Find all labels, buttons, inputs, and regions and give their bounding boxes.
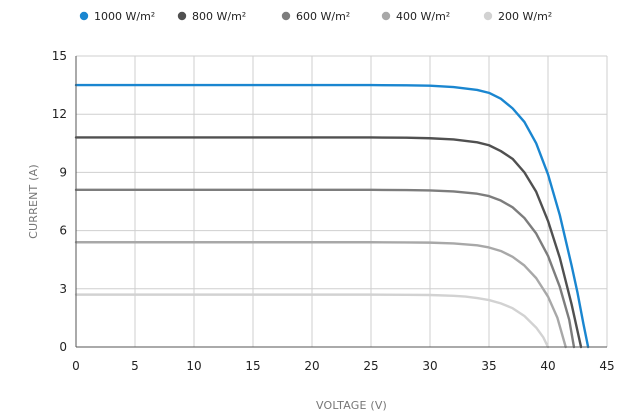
legend-label: 600 W/m² <box>296 10 350 23</box>
legend-marker <box>483 11 493 21</box>
x-tick-label: 40 <box>540 359 555 373</box>
x-tick-label: 25 <box>363 359 378 373</box>
y-tick-label: 9 <box>59 165 67 179</box>
legend-label: 400 W/m² <box>396 10 450 23</box>
x-tick-label: 20 <box>304 359 319 373</box>
legend-marker <box>281 11 291 21</box>
plot-grid <box>76 55 608 347</box>
y-tick-label: 3 <box>59 282 67 296</box>
series-line-1 <box>74 83 590 349</box>
x-tick-label: 0 <box>72 359 80 373</box>
legend-marker <box>79 11 89 21</box>
series-lines <box>74 83 590 349</box>
y-tick-label: 0 <box>59 340 67 354</box>
series-line-2 <box>74 136 583 349</box>
series-line-5 <box>74 293 550 349</box>
legend: 1000 W/m² 800 W/m² 600 W/m² 400 W/m² 200 W/m… <box>79 10 552 23</box>
x-tick-label: 30 <box>422 359 437 373</box>
y-tick-label: 6 <box>59 224 67 238</box>
tick-labels: 0 5 10 15 20 25 30 35 40 45 0 3 6 9 12 15 <box>52 49 615 373</box>
x-axis-title: VOLTAGE (V) <box>316 399 387 412</box>
legend-marker <box>177 11 187 21</box>
x-tick-label: 10 <box>186 359 201 373</box>
series-line-3 <box>74 188 576 349</box>
x-tick-label: 5 <box>131 359 139 373</box>
legend-label: 1000 W/m² <box>94 10 155 23</box>
series-line-4 <box>74 241 567 349</box>
legend-label: 800 W/m² <box>192 10 246 23</box>
legend-marker <box>381 11 391 21</box>
y-tick-label: 15 <box>52 49 67 63</box>
x-tick-label: 45 <box>599 359 614 373</box>
axes <box>75 56 607 348</box>
y-axis-title: CURRENT (A) <box>27 164 40 239</box>
x-tick-label: 15 <box>245 359 260 373</box>
x-tick-label: 35 <box>481 359 496 373</box>
y-tick-label: 12 <box>52 107 67 121</box>
legend-label: 200 W/m² <box>498 10 552 23</box>
